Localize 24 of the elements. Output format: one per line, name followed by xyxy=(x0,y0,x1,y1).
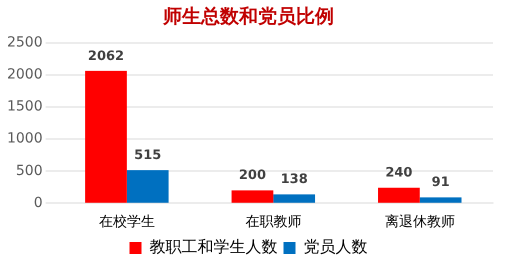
data-label: 515 xyxy=(134,148,162,164)
x-tick-label: 在职教师 xyxy=(245,214,302,230)
bar xyxy=(232,190,274,203)
data-label: 91 xyxy=(432,175,450,190)
data-label: 240 xyxy=(385,166,412,181)
y-tick-label: 1500 xyxy=(6,98,43,115)
x-tick-label: 在校学生 xyxy=(98,214,155,230)
data-label: 2062 xyxy=(88,48,124,64)
chart-title: 师生总数和党员比例 xyxy=(162,5,334,28)
data-label: 200 xyxy=(238,168,266,184)
legend-label: 教职工和学生人数 xyxy=(150,237,278,256)
y-tick-label: 1000 xyxy=(6,130,43,147)
bar xyxy=(273,194,316,203)
bar xyxy=(85,70,127,203)
y-tick-label: 0 xyxy=(34,194,43,211)
y-tick-label: 2000 xyxy=(6,66,43,83)
legend-label: 党员人数 xyxy=(304,237,368,256)
bar xyxy=(378,188,420,203)
y-tick-label: 500 xyxy=(16,162,43,179)
bar xyxy=(420,197,462,203)
x-tick-label: 离退休教师 xyxy=(384,214,455,230)
data-label: 138 xyxy=(280,172,308,188)
y-tick-label: 2500 xyxy=(6,34,43,50)
bar xyxy=(126,170,169,203)
